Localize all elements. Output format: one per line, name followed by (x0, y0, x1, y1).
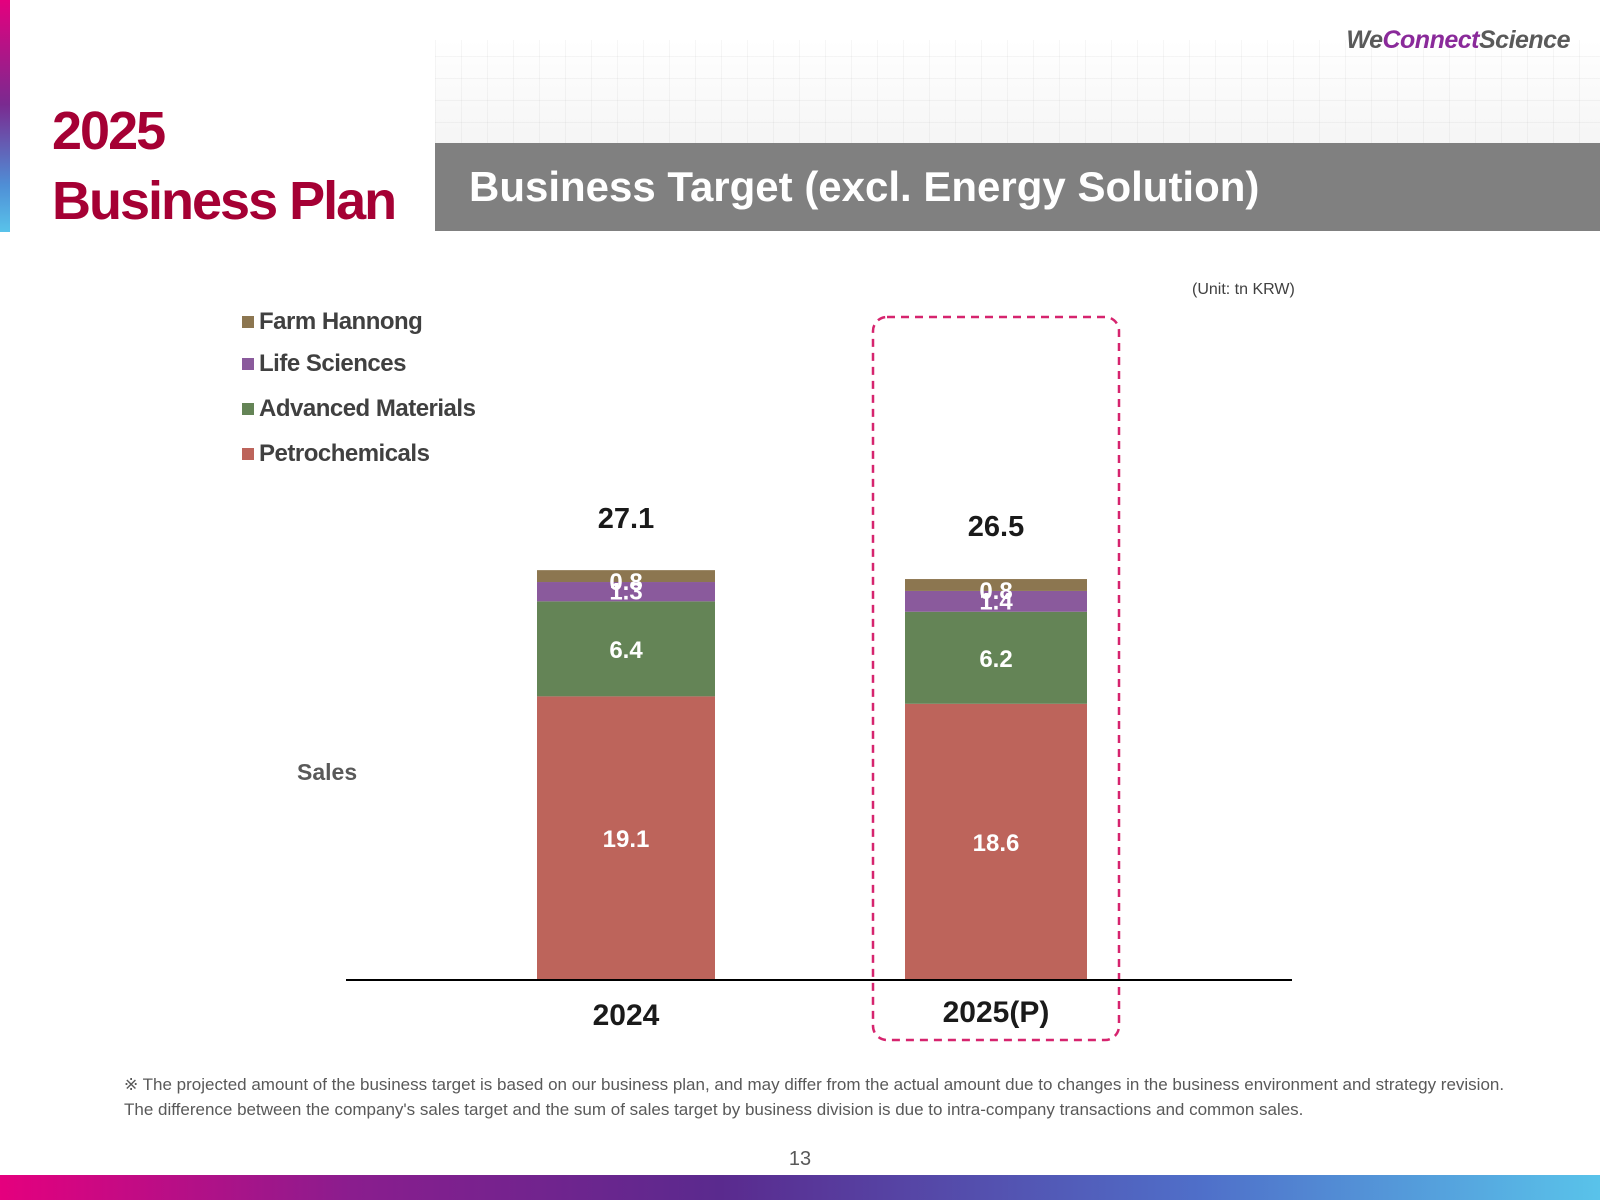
logo-part-1: We (1346, 26, 1383, 54)
legend-swatch (242, 403, 254, 415)
unit-label: (Unit: tn KRW) (1192, 281, 1295, 298)
data-label: 0.8 (609, 569, 642, 596)
left-accent-bar (0, 0, 10, 232)
legend-item-farm-hannong: Farm Hannong (242, 308, 423, 336)
legend-swatch (242, 316, 254, 328)
stacked-bar-chart: 19.16.41.30.827.1202418.66.21.40.826.520… (297, 315, 1292, 1042)
legend-label: Farm Hannong (259, 308, 423, 335)
data-label: 0.8 (979, 578, 1012, 605)
banner-background (435, 40, 1600, 145)
page-title: 2025 Business Plan (52, 96, 397, 236)
brand-logo: WeConnectScience (1346, 26, 1570, 55)
footnote-line-2: The difference between the company's sal… (124, 1100, 1304, 1119)
data-label: 1.4 (979, 589, 1013, 616)
bar-segment-advanced-materials (537, 601, 715, 697)
legend-item-advanced-materials: Advanced Materials (242, 395, 476, 423)
bar-segment-farm-hannong (537, 570, 715, 583)
logo-part-3: Science (1478, 26, 1571, 54)
page-title-year: 2025 (52, 101, 166, 161)
footnote: ※ The projected amount of the business t… (124, 1072, 1504, 1122)
total-label: 26.5 (968, 511, 1024, 543)
bar-segment-petrochemicals (537, 696, 715, 980)
logo-part-2: Connect (1382, 26, 1479, 54)
page-title-text: Business Plan (52, 171, 397, 231)
legend-item-life-sciences: Life Sciences (242, 350, 406, 378)
bar-segment-petrochemicals (905, 703, 1087, 980)
bar-segment-life-sciences (905, 590, 1087, 612)
legend-item-petrochemicals: Petrochemicals (242, 440, 430, 468)
total-label: 27.1 (598, 503, 654, 535)
legend-label: Petrochemicals (259, 440, 430, 467)
data-label: 1.3 (609, 578, 642, 605)
footnote-line-1: ※ The projected amount of the business t… (124, 1075, 1505, 1094)
legend-swatch (242, 448, 254, 460)
data-label: 6.2 (979, 646, 1012, 673)
page-number: 13 (788, 1148, 812, 1170)
bottom-gradient-bar (0, 1175, 1600, 1200)
x-tick-label: 2025(P) (943, 996, 1050, 1029)
data-label: 6.4 (609, 637, 643, 664)
row-label-sales: Sales (297, 759, 357, 785)
data-label: 19.1 (603, 826, 650, 853)
bar-segment-farm-hannong (905, 579, 1087, 591)
legend-label: Life Sciences (259, 350, 406, 377)
x-tick-label: 2024 (593, 999, 660, 1032)
bar-segment-advanced-materials (905, 611, 1087, 704)
legend-swatch (242, 358, 254, 370)
highlight-box (871, 315, 1121, 1042)
bar-segment-life-sciences (537, 582, 715, 602)
section-title-bar: Business Target (excl. Energy Solution) (435, 143, 1600, 231)
legend-label: Advanced Materials (259, 395, 476, 422)
section-title: Business Target (excl. Energy Solution) (469, 163, 1260, 210)
data-label: 18.6 (973, 830, 1020, 857)
